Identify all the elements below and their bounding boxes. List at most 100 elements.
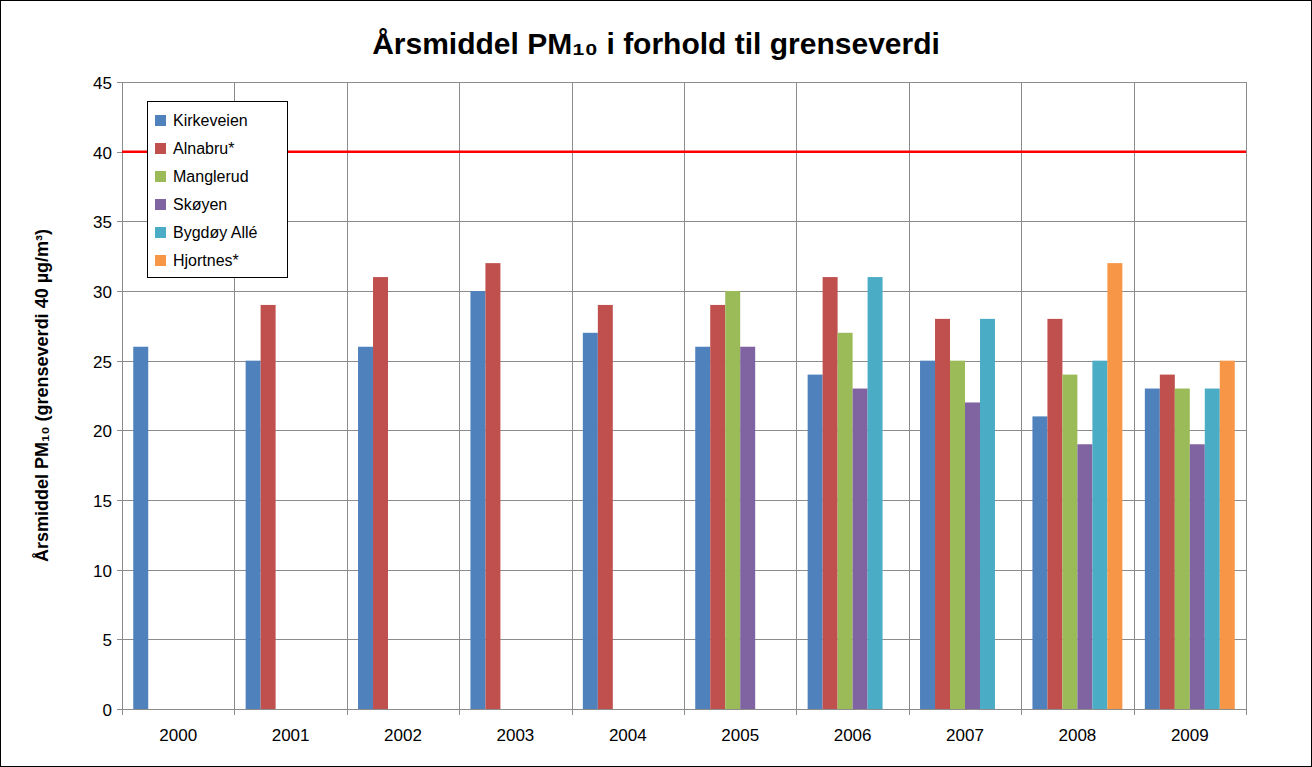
tick-mark: [117, 709, 122, 710]
bar: [740, 347, 755, 709]
title: Årsmiddel PM₁₀ i forhold til grenseverdi: [372, 27, 940, 60]
category-grid-line: [459, 82, 460, 715]
category-grid-line: [1021, 82, 1022, 715]
bar: [823, 277, 838, 709]
bar: [868, 277, 883, 709]
bar: [1160, 375, 1175, 709]
bar: [246, 361, 261, 709]
grid-line: [122, 82, 1246, 83]
category-label: 2002: [384, 726, 422, 745]
bar: [710, 305, 725, 709]
bar: [373, 277, 388, 709]
legend-swatch: [155, 199, 166, 210]
bar: [583, 333, 598, 709]
bar: [1032, 416, 1047, 709]
bar: [1175, 389, 1190, 709]
category-label: 2000: [159, 726, 197, 745]
bar: [470, 291, 485, 709]
category-grid-line: [347, 82, 348, 715]
category-grid-line: [1134, 82, 1135, 715]
bar: [980, 319, 995, 709]
category-grid-line: [684, 82, 685, 715]
bar: [920, 361, 935, 709]
tick-mark: [117, 361, 122, 362]
tick-mark: [117, 291, 122, 292]
y-axis: [122, 82, 123, 709]
tick-label: 15: [93, 492, 112, 511]
bar: [598, 305, 613, 709]
tick-label: 30: [93, 283, 112, 302]
tick-label: 0: [103, 701, 112, 720]
category-grid-line: [1246, 82, 1247, 715]
legend-label: Bygdøy Allé: [173, 224, 258, 241]
x-axis: [122, 709, 1246, 710]
legend-box: [148, 102, 288, 278]
tick-label: 20: [93, 422, 112, 441]
category-grid-line: [909, 82, 910, 715]
bar: [358, 347, 373, 709]
tick-mark: [117, 639, 122, 640]
bar: [838, 333, 853, 709]
category-label: 2003: [496, 726, 534, 745]
category-label: 2005: [721, 726, 759, 745]
category-grid-line: [796, 82, 797, 715]
tick-label: 25: [93, 353, 112, 372]
bar: [1092, 361, 1107, 709]
category-grid-line: [572, 82, 573, 715]
legend-swatch: [155, 143, 166, 154]
bar: [1220, 361, 1235, 709]
bar: [725, 291, 740, 709]
category-grid-line: [122, 82, 123, 715]
bar: [133, 347, 148, 709]
category-label: 2008: [1058, 726, 1096, 745]
tick-label: 40: [93, 144, 112, 163]
legend-label: Kirkeveien: [173, 112, 248, 129]
bar: [1190, 444, 1205, 709]
legend-label: Alnabru*: [173, 140, 234, 157]
bar: [261, 305, 276, 709]
legend-swatch: [155, 171, 166, 182]
bar: [935, 319, 950, 709]
bar: [485, 263, 500, 709]
bar: [950, 361, 965, 709]
bar: [1047, 319, 1062, 709]
bar: [853, 389, 868, 709]
bar: [1205, 389, 1220, 709]
tick-mark: [117, 500, 122, 501]
legend-swatch: [155, 115, 166, 126]
bar: [1062, 375, 1077, 709]
tick-mark: [117, 221, 122, 222]
chart: 0 5 10 15 20 25 30 35 40 45 2000 2001 2002 2003 2004 20…: [0, 0, 1312, 767]
bar: [1145, 389, 1160, 709]
category-label: 2001: [272, 726, 310, 745]
legend: Kirkeveien Alnabru* Manglerud Skøyen Bygdøy …: [148, 102, 288, 278]
category-label: 2006: [834, 726, 872, 745]
category-label: 2007: [946, 726, 984, 745]
tick-label: 45: [93, 74, 112, 93]
category-label: 2004: [609, 726, 647, 745]
legend-swatch: [155, 255, 166, 266]
legend-swatch: [155, 227, 166, 238]
bar: [1077, 444, 1092, 709]
reference-line: [122, 150, 1246, 153]
legend-label: Hjortnes*: [173, 252, 239, 269]
legend-label: Manglerud: [173, 168, 249, 185]
bar: [808, 375, 823, 709]
tick-mark: [117, 82, 122, 83]
y-axis-label: Årsmiddel PM₁₀ (grenseverdi 40 µg/m³): [32, 229, 52, 562]
bar: [695, 347, 710, 709]
category-label: 2009: [1171, 726, 1209, 745]
tick-mark: [117, 570, 122, 571]
tick-label: 5: [103, 631, 112, 650]
tick-label: 35: [93, 213, 112, 232]
chart-border: [1, 1, 1312, 767]
tick-mark: [117, 152, 122, 153]
tick-label: 10: [93, 562, 112, 581]
bars: [133, 263, 1235, 709]
bar: [1107, 263, 1122, 709]
grid-line: [122, 709, 1246, 710]
legend-label: Skøyen: [173, 196, 227, 213]
plot-frame-top: [122, 82, 1246, 83]
tick-mark: [117, 430, 122, 431]
bar: [965, 402, 980, 709]
